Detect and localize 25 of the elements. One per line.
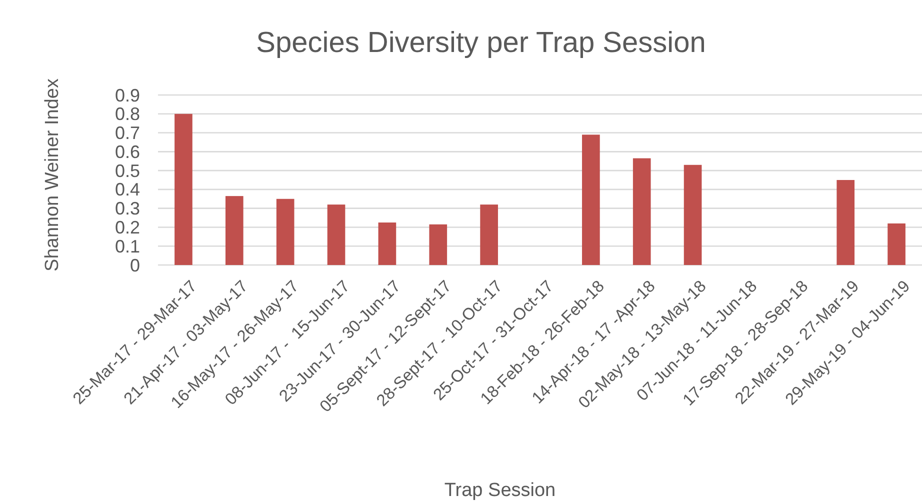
bar: [836, 180, 855, 265]
y-tick-label: 0.6: [114, 142, 140, 162]
bar: [225, 196, 244, 265]
bar: [684, 164, 702, 265]
bar: [632, 158, 651, 265]
y-tick-label: 0.1: [114, 236, 140, 256]
y-tick-label: 0.9: [114, 85, 140, 106]
y-tick-label: 0.5: [114, 160, 140, 181]
y-tick-label: 0.3: [114, 198, 140, 219]
y-tick-label: 0: [130, 255, 140, 276]
y-tick-label: 0.2: [114, 218, 140, 238]
y-tick-label: 0.7: [114, 123, 140, 144]
bar: [327, 204, 346, 265]
bar: [378, 222, 396, 265]
bar: [276, 198, 294, 265]
y-tick-label: 0.4: [114, 180, 140, 200]
bar: [429, 224, 448, 265]
chart-title: Species Diversity per Trap Session: [256, 27, 706, 59]
y-tick-label: 0.8: [114, 104, 140, 124]
bar: [480, 204, 498, 265]
x-axis-title: Trap Session: [444, 480, 556, 501]
bar: [888, 223, 906, 265]
y-axis-title: Shannon Weiner Index: [42, 78, 63, 272]
bar: [174, 114, 192, 265]
bar: [582, 134, 600, 265]
